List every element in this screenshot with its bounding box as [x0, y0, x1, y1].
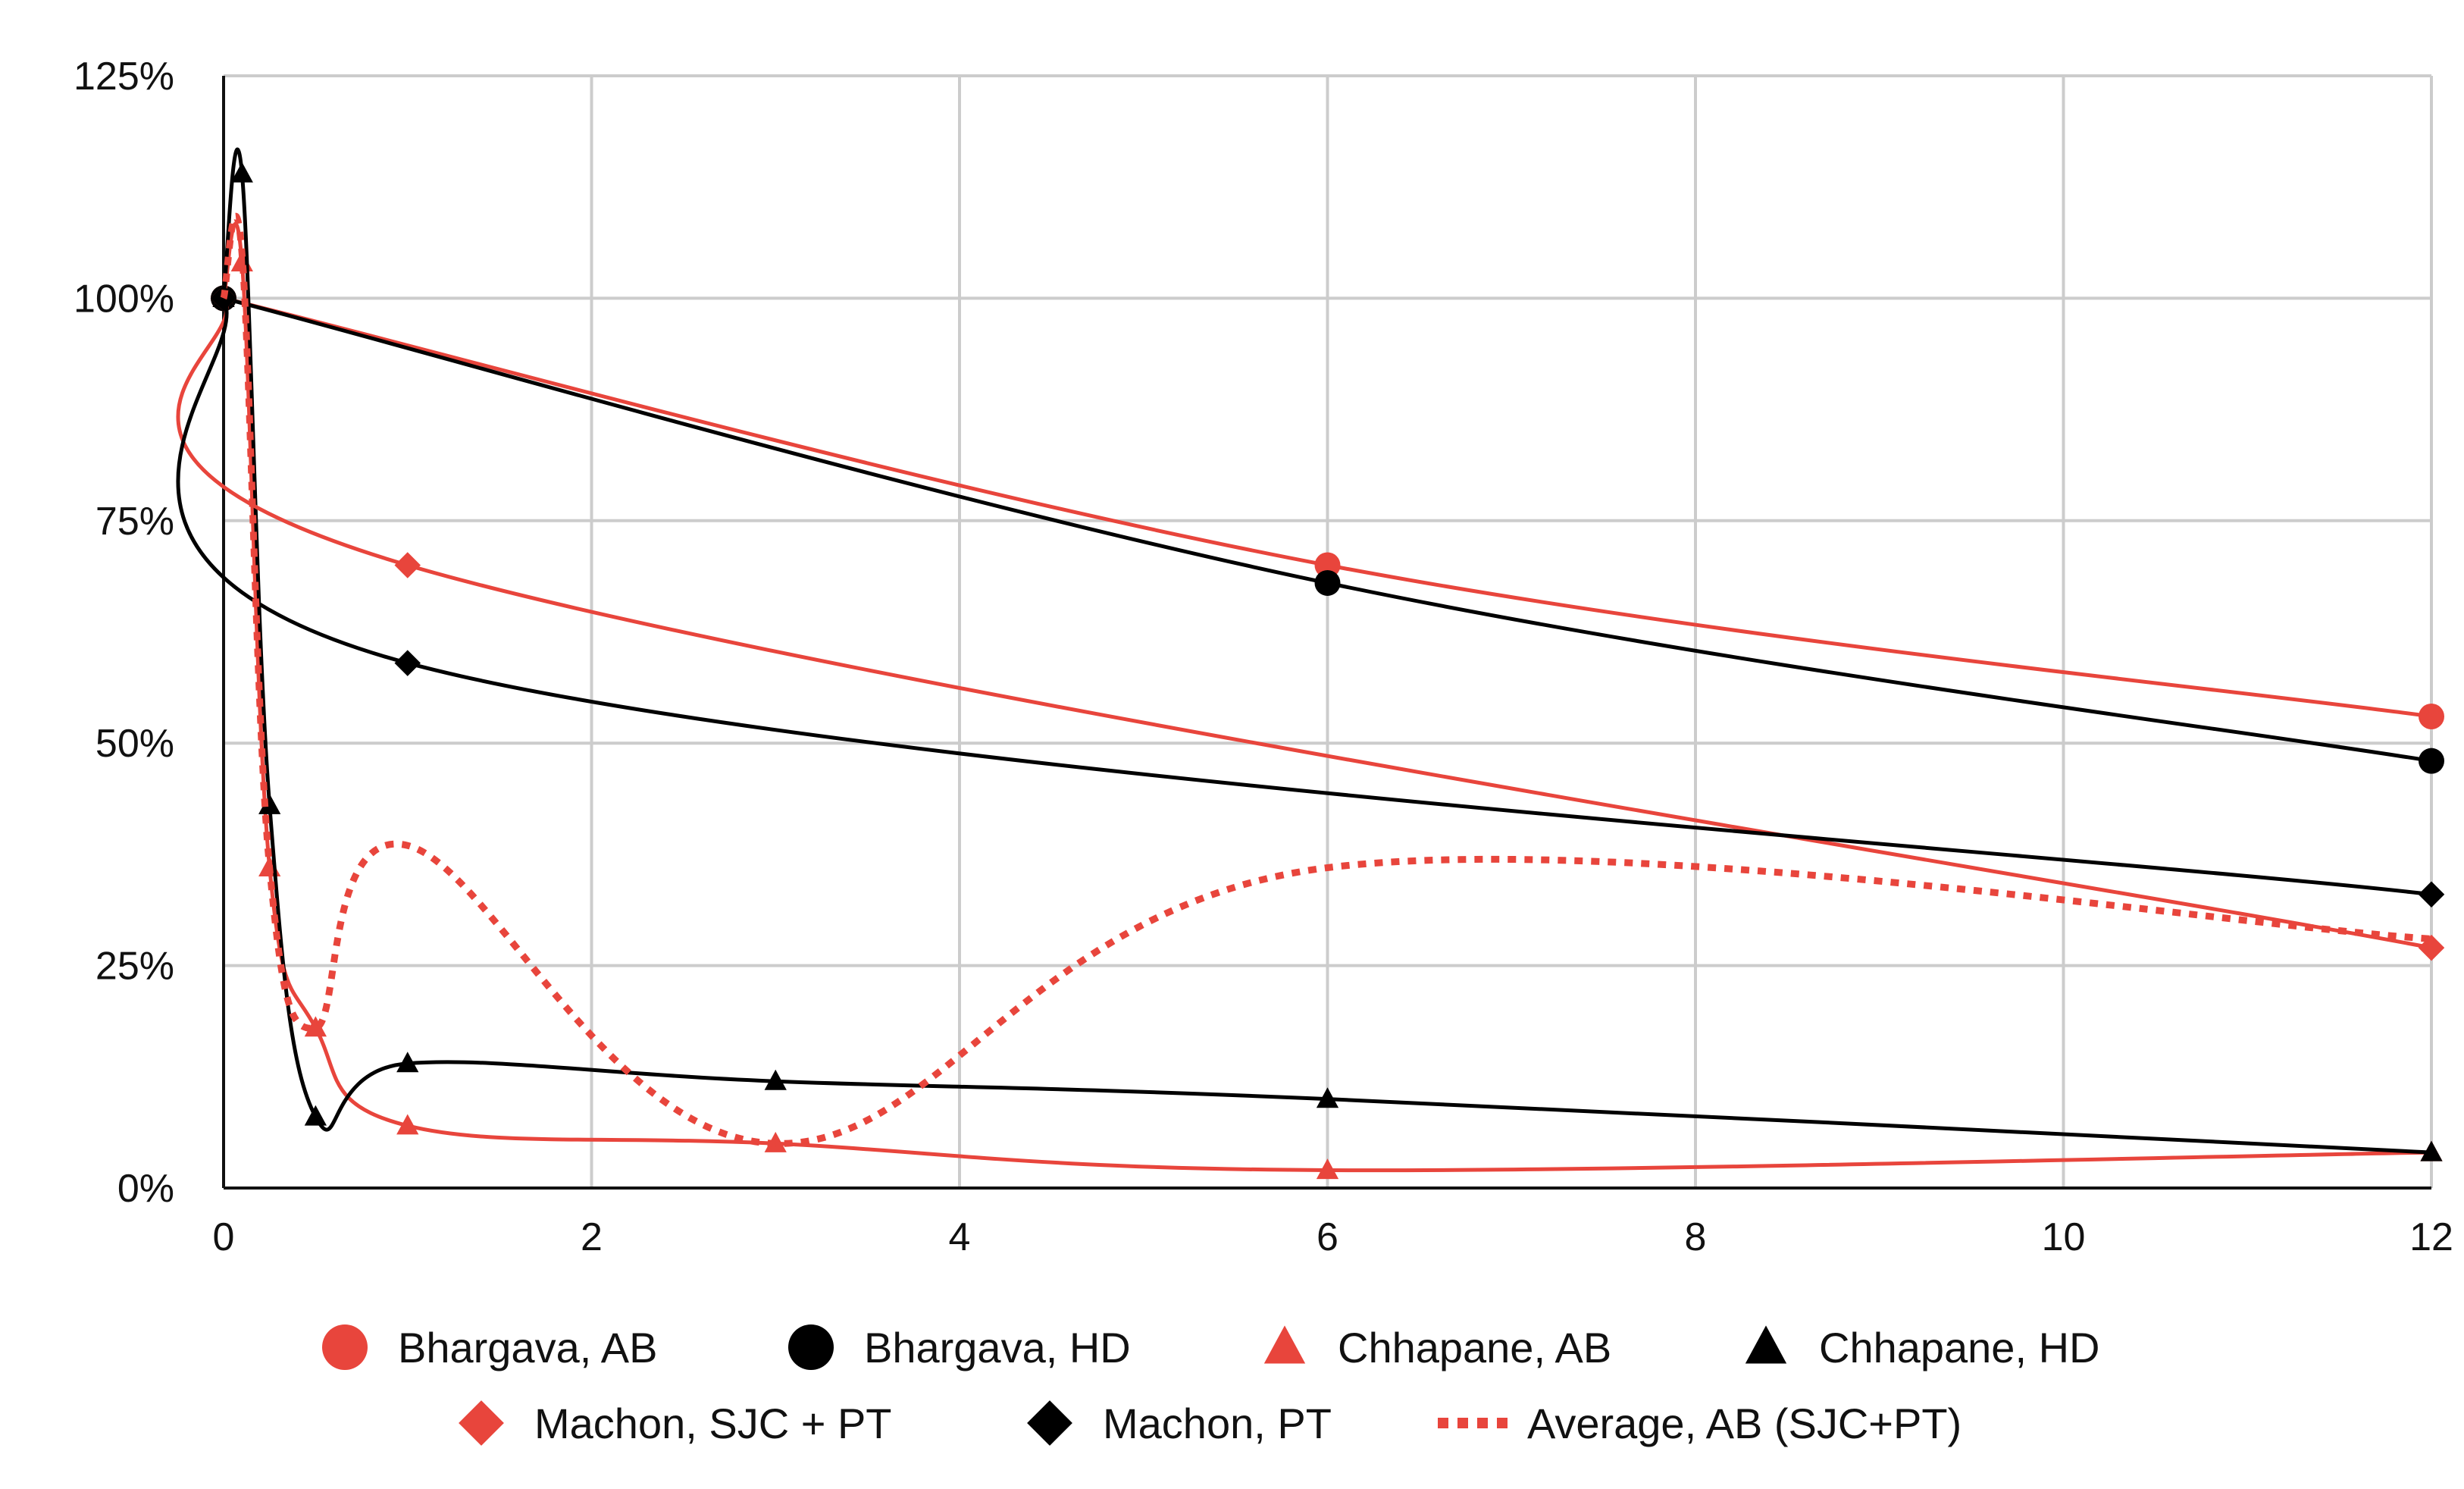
x-tick-label: 2 [581, 1215, 603, 1259]
legend-label: Chhapane, HD [1819, 1324, 2099, 1371]
legend-marker [788, 1324, 834, 1370]
legend-dotted-swatch [1457, 1418, 1468, 1428]
data-point [304, 1105, 327, 1126]
legend-dotted-swatch [1477, 1418, 1488, 1428]
legend-label: Bhargava, HD [864, 1324, 1131, 1371]
y-tick-label: 100% [74, 277, 174, 321]
series-line [176, 297, 2432, 897]
data-point [1316, 1087, 1339, 1108]
x-tick-label: 6 [1317, 1215, 1338, 1259]
data-point [2419, 703, 2444, 729]
legend-item: Chhapane, AB [1263, 1324, 1611, 1371]
legend-marker [322, 1324, 368, 1370]
data-point [2419, 748, 2444, 774]
legend-item: Bhargava, HD [788, 1324, 1131, 1371]
x-tick-label: 8 [1685, 1215, 1707, 1259]
series-line [176, 296, 2432, 950]
x-tick-label: 10 [2042, 1215, 2086, 1259]
legend-label: Machon, SJC + PT [534, 1400, 892, 1447]
y-tick-label: 0% [117, 1167, 174, 1211]
legend-item: Bhargava, AB [322, 1324, 657, 1371]
legend-marker [1745, 1325, 1787, 1364]
data-point [2420, 1140, 2443, 1161]
data-point [1314, 552, 1341, 578]
y-tick-label: 125% [74, 55, 174, 99]
series-4 [176, 285, 2445, 961]
legend-item: Average, AB (SJC+PT) [1438, 1400, 1961, 1447]
x-tick-label: 12 [2409, 1215, 2453, 1259]
data-point [1314, 569, 1341, 596]
y-tick-label: 25% [95, 945, 174, 989]
y-tick-label: 50% [95, 722, 174, 766]
legend: Bhargava, AB Bhargava, HD Chhapane, AB Chha… [322, 1324, 2099, 1447]
legend-dotted-swatch [1497, 1418, 1508, 1428]
data-point [1316, 1158, 1339, 1180]
legend-label: Average, AB (SJC+PT) [1527, 1400, 1961, 1447]
legend-marker [1263, 1325, 1306, 1364]
legend-label: Chhapane, AB [1338, 1324, 1611, 1371]
data-point [2418, 881, 2445, 908]
x-tick-label: 0 [213, 1215, 235, 1259]
data-point [258, 793, 281, 814]
y-tick-label: 75% [95, 500, 174, 544]
legend-item: Machon, SJC + PT [459, 1400, 892, 1447]
tick-labels: 0% 25% 50% 75% 100% 125% 0 2 4 6 8 10 12 [74, 55, 2453, 1259]
data-point [394, 650, 421, 676]
legend-dotted-swatch [1438, 1418, 1448, 1428]
data-point [764, 1069, 787, 1090]
legend-item: Machon, PT [1027, 1400, 1332, 1447]
legend-label: Machon, PT [1103, 1400, 1332, 1447]
axes [222, 76, 2431, 1190]
data-point [396, 1114, 419, 1135]
series-line [220, 212, 2432, 1147]
series-6 [220, 212, 2432, 1147]
grid-lines [222, 74, 2433, 1190]
data-point [394, 552, 421, 578]
x-tick-label: 4 [949, 1215, 971, 1259]
series-layer [176, 147, 2445, 1180]
data-point [230, 161, 253, 183]
data-point [396, 1052, 419, 1073]
legend-marker [459, 1400, 504, 1446]
legend-item: Chhapane, HD [1745, 1324, 2099, 1371]
legend-marker [1027, 1400, 1072, 1446]
legend-label: Bhargava, AB [398, 1324, 657, 1371]
